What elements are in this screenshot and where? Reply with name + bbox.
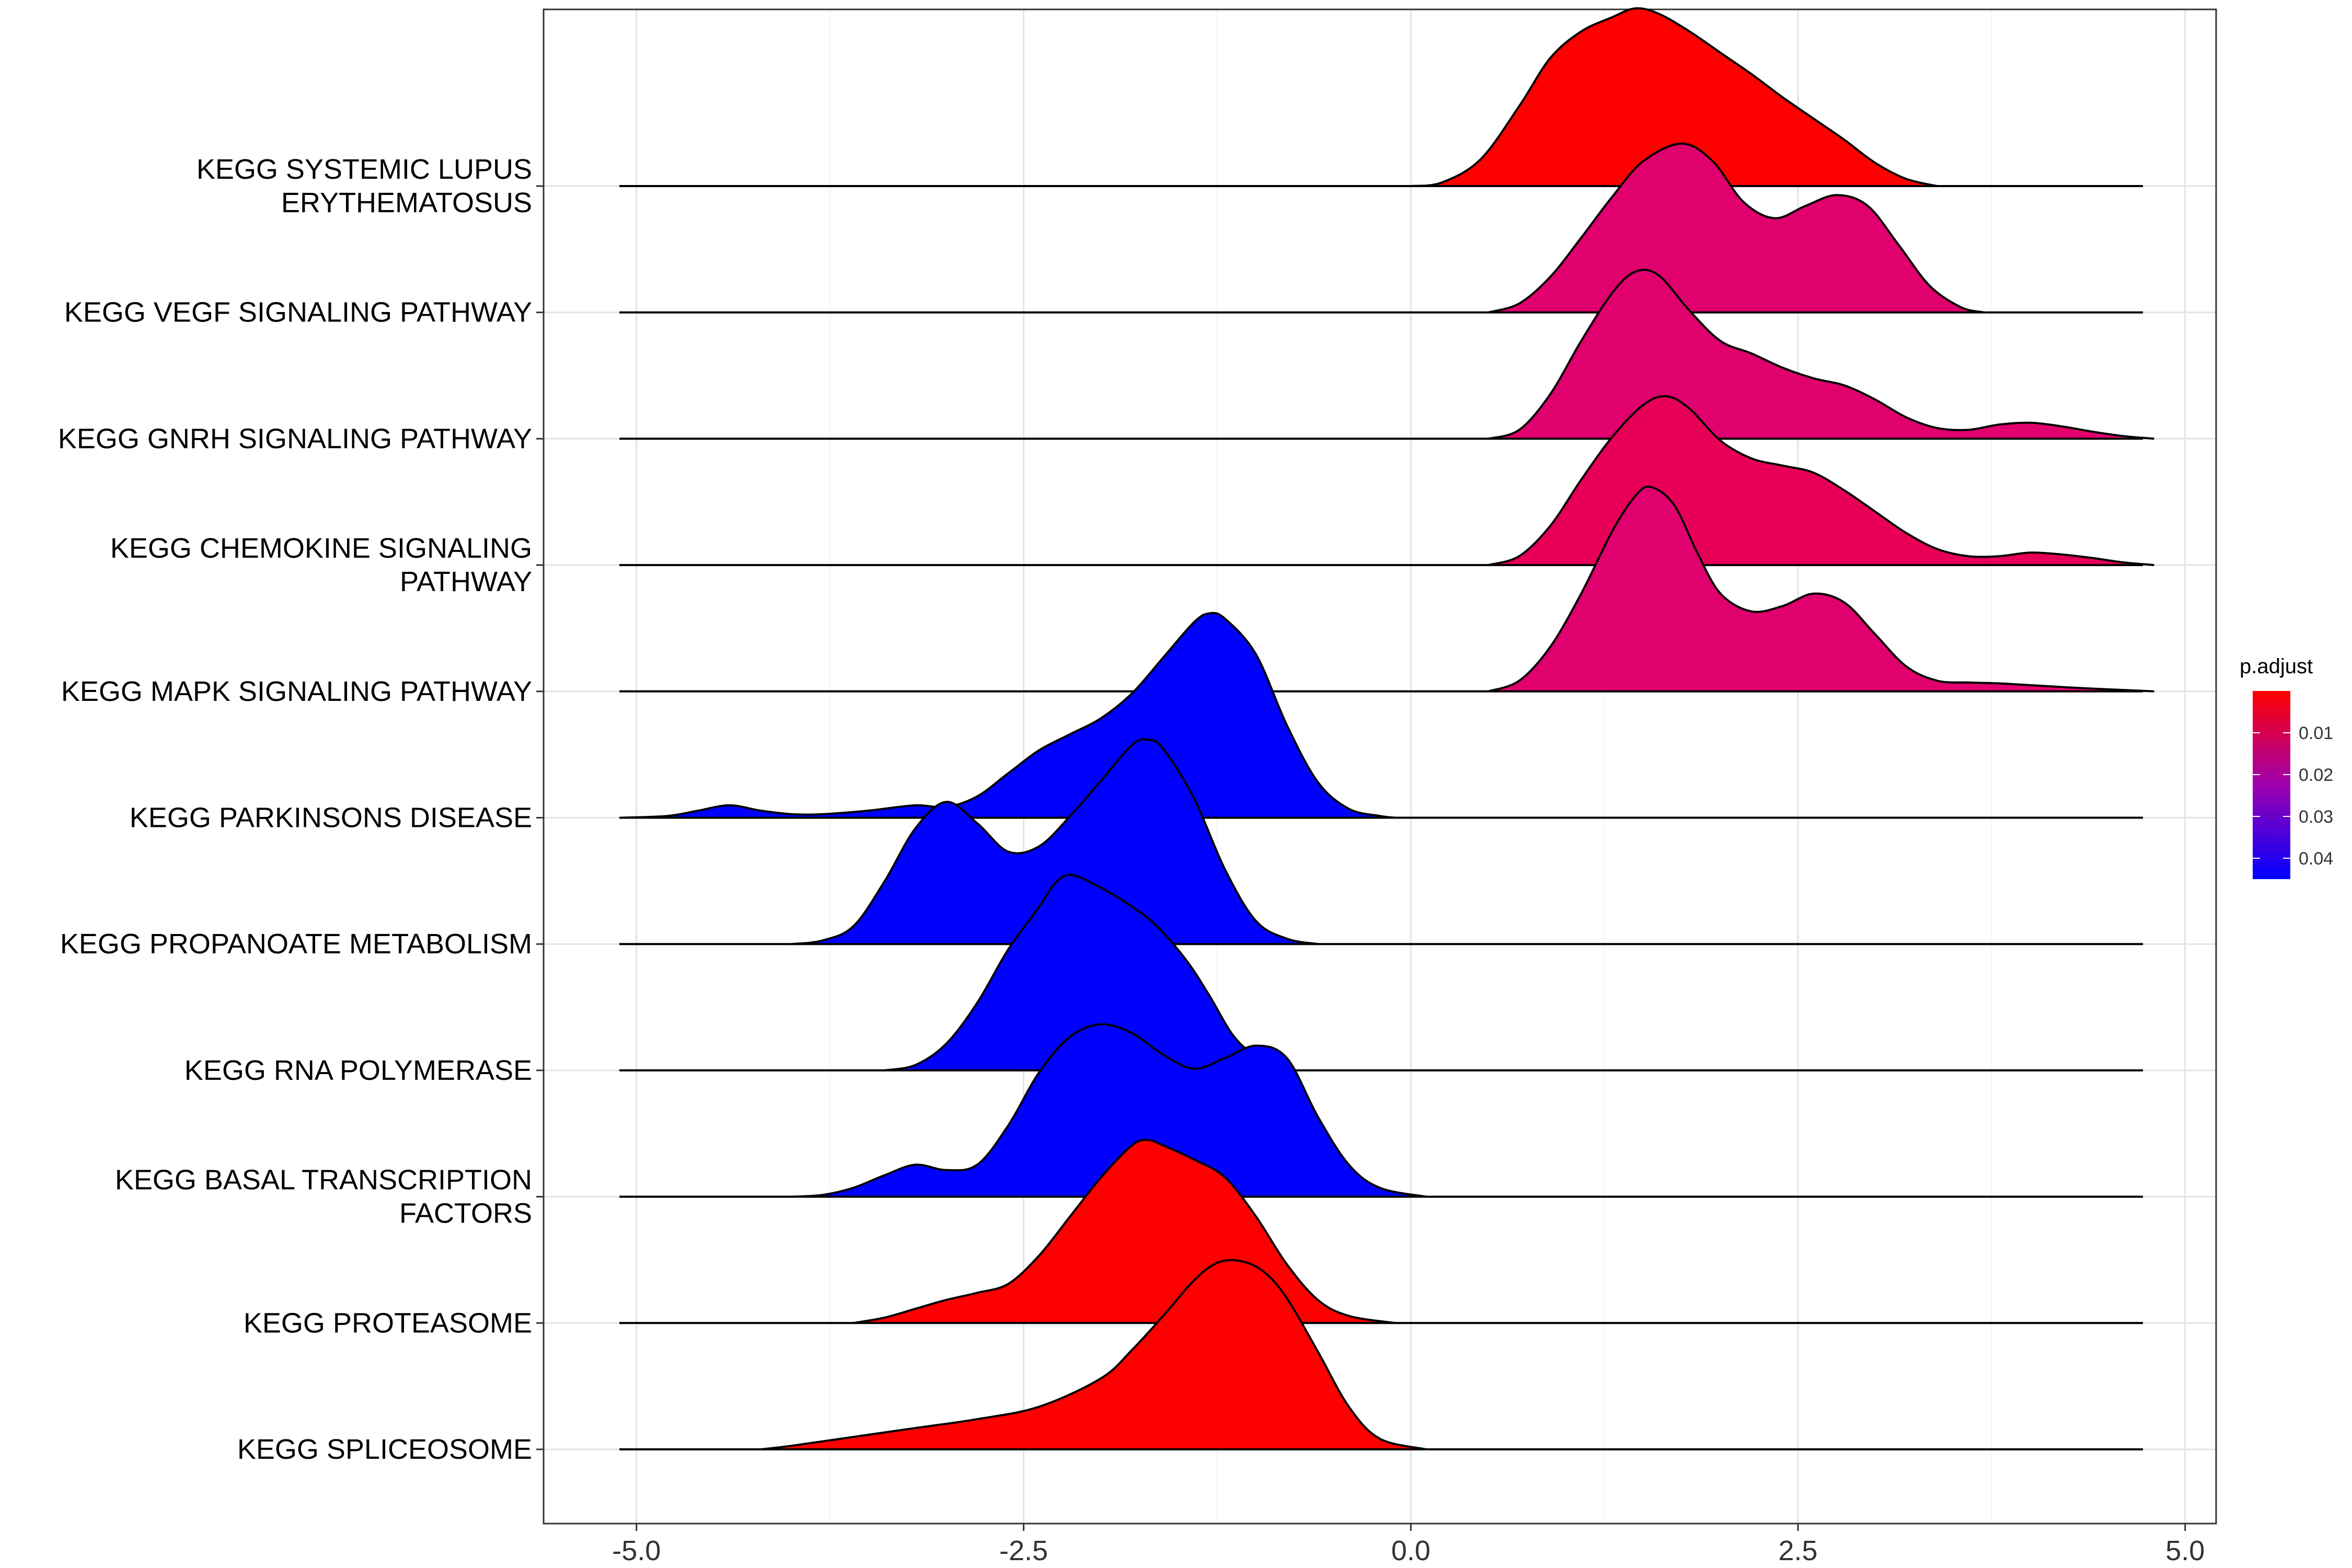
- pathway-label: FACTORS: [399, 1198, 532, 1229]
- pathway-label: KEGG MAPK SIGNALING PATHWAY: [61, 676, 532, 707]
- ridge-outline: [791, 1023, 1427, 1198]
- ridge-fill: [760, 1260, 1426, 1449]
- pathway-label: KEGG PARKINSONS DISEASE: [130, 802, 532, 834]
- ridge-11: [619, 1259, 2143, 1450]
- ridge-fill: [884, 874, 1272, 1070]
- ridge-outline: [791, 738, 1318, 946]
- ridge-outline: [1411, 7, 1938, 187]
- ridge-fill: [1411, 8, 1938, 186]
- ridge-fill: [1488, 487, 2154, 691]
- ridges: [619, 7, 2154, 1450]
- pathway-label: KEGG GNRH SIGNALING PATHWAY: [58, 423, 532, 454]
- pathway-label: KEGG VEGF SIGNALING PATHWAY: [64, 297, 532, 328]
- legend-colorbar: [2253, 691, 2290, 879]
- x-axis: -5.0 -2.5 0.0 2.5 5.0: [612, 1524, 2205, 1566]
- legend-title: p.adjust: [2240, 655, 2313, 678]
- pathway-label: KEGG CHEMOKINE SIGNALING: [110, 533, 532, 564]
- ridge-6: [619, 612, 2143, 819]
- ridge-10: [619, 1139, 2143, 1324]
- pathway-label: KEGG PROTEASOME: [244, 1307, 532, 1339]
- pathway-label: KEGG BASAL TRANSCRIPTION: [115, 1165, 532, 1196]
- x-tick-label: 2.5: [1778, 1535, 1817, 1566]
- legend-tick-label: 0.04: [2299, 849, 2333, 869]
- ridge-fill: [1488, 143, 1984, 313]
- ridge-1: [619, 7, 2143, 187]
- ridge-fill: [791, 739, 1318, 944]
- legend-tick-label: 0.01: [2299, 723, 2333, 743]
- ridge-2: [619, 142, 2143, 314]
- pathway-label: KEGG SPLICEOSOME: [237, 1434, 532, 1465]
- grid: [544, 9, 2216, 1524]
- legend-tick-label: 0.03: [2299, 807, 2333, 827]
- ridge-outline: [884, 873, 1272, 1071]
- ridge-3: [619, 269, 2154, 440]
- color-legend: p.adjust 0.01 0.02 0.03 0.04: [2240, 655, 2333, 879]
- legend-tick-label: 0.02: [2299, 765, 2333, 785]
- ridge-5: [619, 486, 2154, 693]
- ridge-outline: [1488, 486, 2154, 693]
- ridge-outline: [853, 1139, 1396, 1324]
- panel-border: [543, 8, 2217, 1525]
- ridge-outline: [760, 1259, 1427, 1450]
- ridge-outline: [1488, 395, 2154, 567]
- x-tick-label: -2.5: [999, 1535, 1048, 1566]
- pathway-label: ERYTHEMATOSUS: [281, 187, 532, 218]
- ridge-7: [619, 738, 2143, 946]
- pathway-label: KEGG RNA POLYMERASE: [185, 1055, 532, 1086]
- pathway-label: KEGG PROPANOATE METABOLISM: [60, 928, 532, 960]
- x-tick-label: 0.0: [1391, 1535, 1431, 1566]
- pathway-label: KEGG SYSTEMIC LUPUS: [197, 154, 532, 185]
- ridge-fill: [1488, 270, 2154, 439]
- ridge-fill: [621, 613, 1396, 818]
- ridge-8: [619, 873, 2143, 1071]
- ridge-outline: [1488, 142, 1985, 314]
- x-tick-label: -5.0: [612, 1535, 661, 1566]
- x-tick-label: 5.0: [2165, 1535, 2205, 1566]
- ridge-fill: [791, 1024, 1426, 1197]
- pathway-label: PATHWAY: [400, 566, 532, 597]
- ridge-9: [619, 1023, 2143, 1198]
- ridge-4: [619, 395, 2154, 567]
- ridge-outline: [1488, 269, 2154, 440]
- ridge-outline: [621, 612, 1396, 819]
